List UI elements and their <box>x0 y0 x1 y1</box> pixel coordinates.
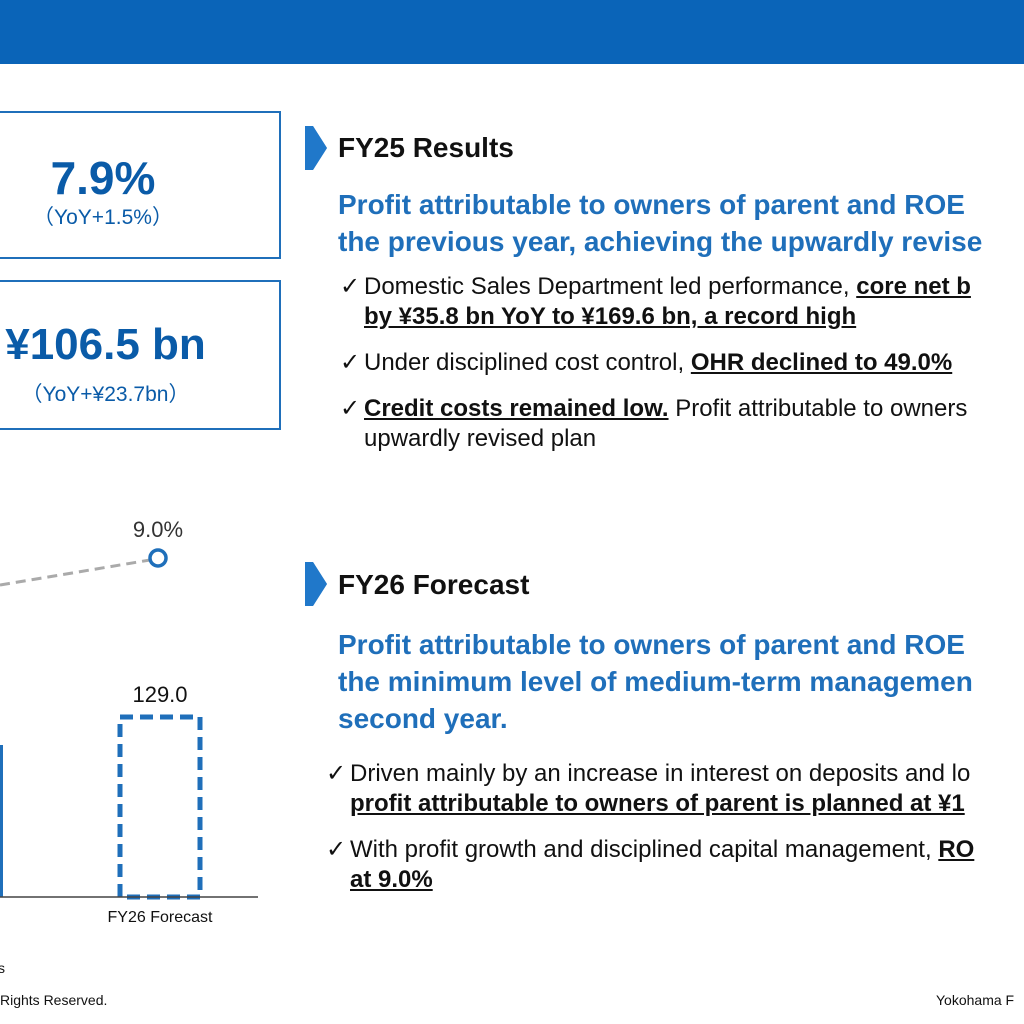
profit-yoy: （YoY+¥23.7bn） <box>21 383 190 406</box>
section-marker-icon <box>305 126 327 170</box>
footnote-fragment: s <box>0 960 5 976</box>
fy25-bullet-3-line2: upwardly revised plan <box>364 425 597 452</box>
fy25-bullet-1-text: Domestic Sales Department led performanc… <box>364 273 857 300</box>
x-tick-fy26: FY26 Forecast <box>108 909 213 926</box>
fy25-bullet-1-line1: Domestic Sales Department led performanc… <box>364 272 971 302</box>
roe-value: 7.9% <box>50 152 156 204</box>
fy26-headline-line1: Profit attributable to owners of parent … <box>338 629 965 660</box>
fy25-bullet-3-text: Profit attributable to owners <box>668 395 968 422</box>
roe-yoy: （YoY+1.5%） <box>33 206 173 229</box>
bar-value-label-fy26: 129.0 <box>132 682 187 707</box>
fy25-headline-line1: Profit attributable to owners of parent … <box>338 189 965 220</box>
fy25-bullet-2-text: Under disciplined cost control, <box>364 349 691 376</box>
profit-roe-chart: 9.0% 129.0 FY26 Forecast <box>0 517 258 926</box>
fy25-bullet-2-emph: OHR declined to 49.0% <box>690 349 953 376</box>
fy25-headline-line2: the previous year, achieving the upwardl… <box>338 226 983 257</box>
fy26-headline-line2: the minimum level of medium-term managem… <box>338 666 973 697</box>
fy26-bullet-2-line1: With profit growth and disciplined capit… <box>350 835 974 865</box>
fy26-title: FY26 Forecast <box>338 569 530 600</box>
profit-value: ¥106.5 bn <box>5 320 206 369</box>
fy25-bullet-1-check: ✓ <box>340 273 361 300</box>
fy26-bullet-2-line2: at 9.0% <box>350 865 433 895</box>
roe-label-fy26: 9.0% <box>133 517 183 542</box>
header-bar <box>0 0 1024 64</box>
fy26-headline-line3: second year. <box>338 703 508 734</box>
fy25-bullet-3-check: ✓ <box>340 395 361 422</box>
fy25-bullet-1-emph2: by ¥35.8 bn YoY to ¥169.6 bn, a record h… <box>364 303 857 330</box>
copyright-text: Rights Reserved. <box>0 992 108 1008</box>
section-marker-icon <box>305 562 327 606</box>
fy25-bullet-1-line2: by ¥35.8 bn YoY to ¥169.6 bn, a record h… <box>364 302 856 332</box>
roe-kpi-card: 7.9% （YoY+1.5%） <box>0 111 281 259</box>
company-name: Yokohama F <box>936 992 1015 1008</box>
fy26-bullet-1-emph: profit attributable to owners of parent … <box>350 790 965 817</box>
fy26-bullet-1-line2: profit attributable to owners of parent … <box>350 789 965 819</box>
fy25-bullet-2-line1: Under disciplined cost control, OHR decl… <box>364 348 952 378</box>
fy25-title: FY25 Results <box>338 132 514 163</box>
bar-fy26-forecast <box>117 714 203 900</box>
roe-line <box>0 558 151 587</box>
fy25-bullet-3-line1: Credit costs remained low. Profit attrib… <box>364 394 967 424</box>
fy26-bullet-1-line1: Driven mainly by an increase in interest… <box>350 760 971 787</box>
roe-marker-fy26 <box>148 548 168 568</box>
fy25-bullet-3-emph: Credit costs remained low. <box>364 395 669 422</box>
fy25-bullet-2-check: ✓ <box>340 349 361 376</box>
fy25-bullet-1-emph: core net b <box>856 273 971 300</box>
bar-partial-fy25 <box>0 745 3 897</box>
fy26-bullet-2-emph2: at 9.0% <box>350 866 433 893</box>
profit-kpi-card: ¥106.5 bn （YoY+¥23.7bn） <box>0 280 281 430</box>
fy26-bullet-2-emph: RO <box>938 836 975 863</box>
fy26-bullet-2-check: ✓ <box>326 836 347 863</box>
fy26-bullet-1-check: ✓ <box>326 760 347 787</box>
fy26-bullet-2-text: With profit growth and disciplined capit… <box>350 836 939 863</box>
